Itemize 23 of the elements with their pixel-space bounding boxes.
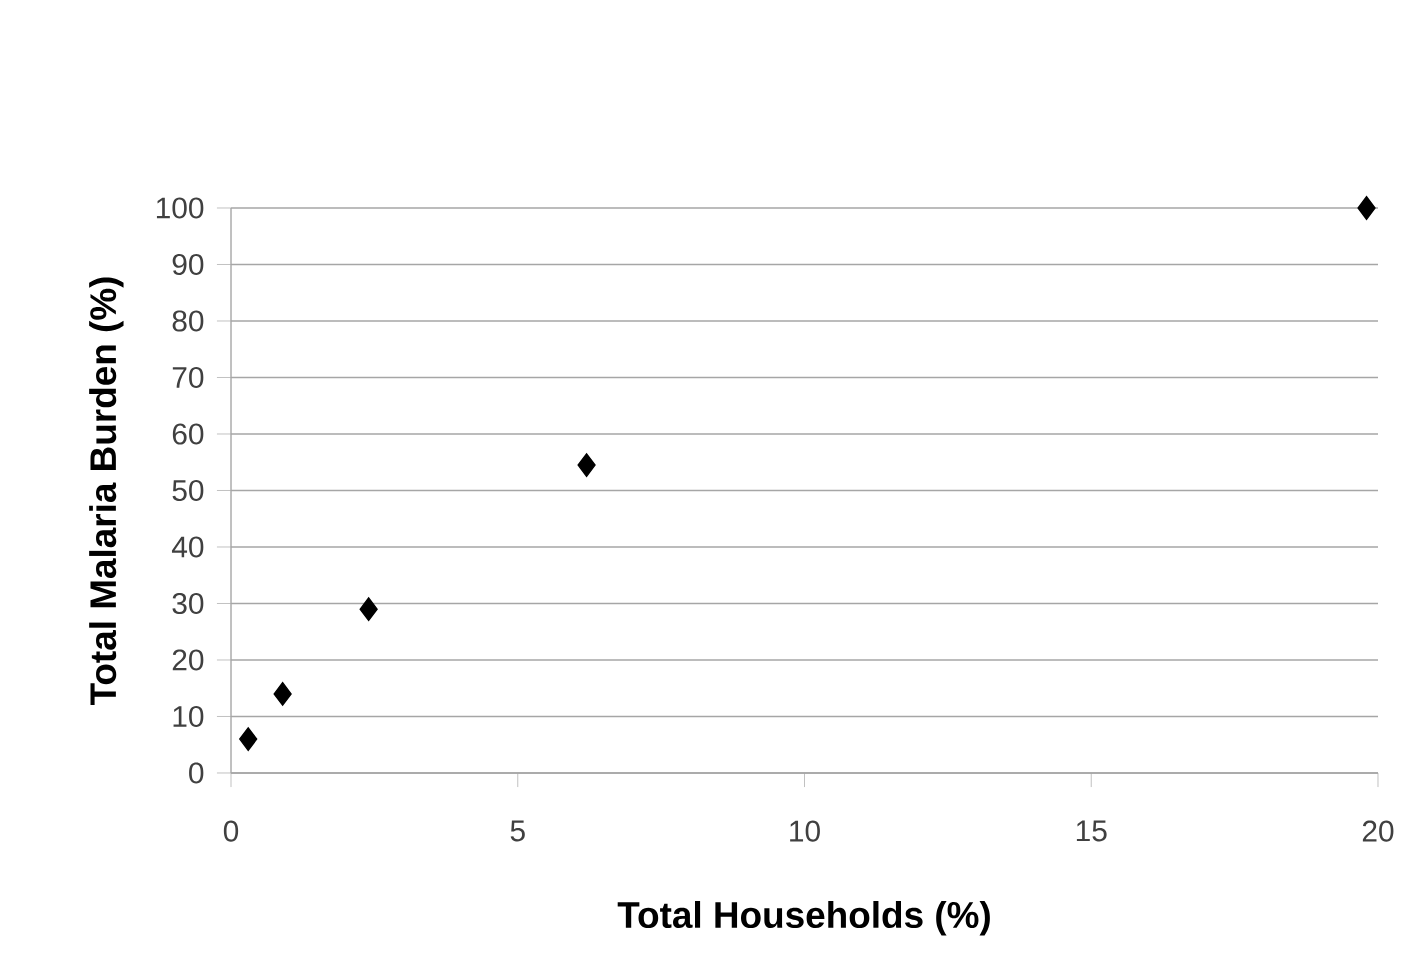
y-tick-label: 50 [172, 479, 204, 502]
y-tick-label: 90 [172, 253, 204, 276]
x-tick-label: 0 [223, 820, 239, 842]
y-tick-label: 70 [172, 366, 204, 389]
y-tick-label: 10 [173, 705, 204, 728]
point [273, 681, 292, 706]
y-tick-label: 100 [156, 197, 204, 219]
point [359, 597, 378, 622]
x-tick-label: 15 [1076, 820, 1107, 842]
y-tick-label: 0 [189, 762, 204, 784]
y-tick-label: 40 [171, 536, 204, 558]
x-axis-title: Total Households (%) [617, 900, 990, 936]
y-tick-label: 20 [172, 649, 204, 671]
x-tick-label: 20 [1362, 820, 1394, 842]
y-axis-title: Total Malaria Burden (%) [89, 277, 124, 705]
y-tick-label: 60 [172, 423, 204, 445]
point [577, 453, 596, 478]
point [1357, 196, 1376, 220]
y-tick-label: 80 [172, 310, 204, 332]
y-tick-label: 30 [172, 592, 204, 615]
x-tick-label: 5 [510, 820, 525, 842]
point [239, 727, 258, 752]
x-tick-label: 10 [790, 820, 820, 842]
